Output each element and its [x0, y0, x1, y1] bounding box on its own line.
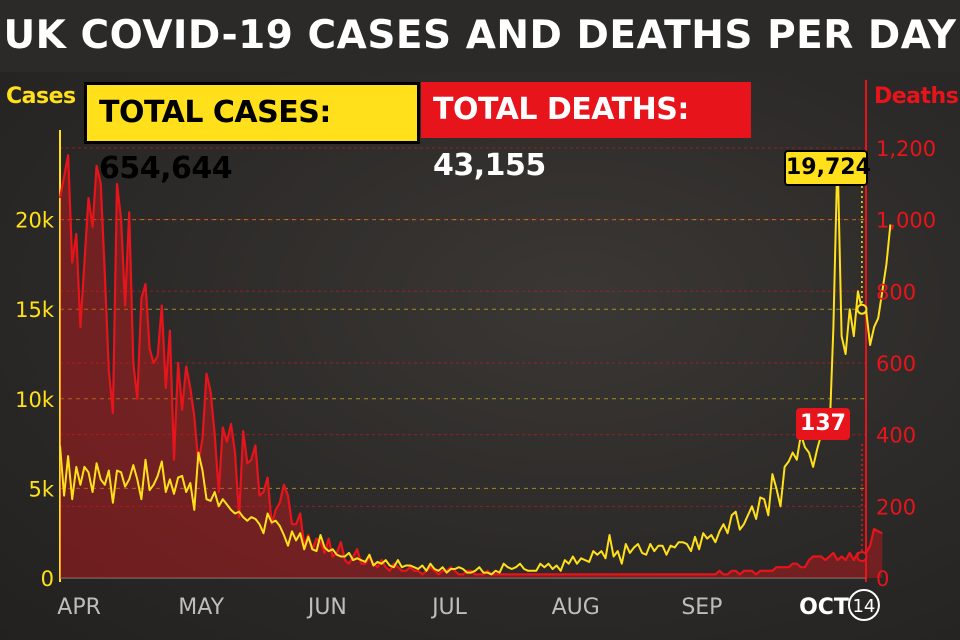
day-marker-ring [847, 589, 880, 621]
cases-latest-point [856, 303, 868, 315]
deaths-tick-label: 0 [876, 567, 889, 591]
deaths-tick-label: 400 [876, 424, 916, 448]
cases-line-layer [59, 152, 892, 576]
deaths-axis-ticks: 0 200 400 600 800 1,000 1,200 [876, 137, 936, 591]
deaths-axis-title: Deaths [874, 84, 959, 109]
total-deaths-badge: TOTAL DEATHS: 43,155 [421, 82, 751, 183]
month-axis-ticks: APR MAY JUN JUL AUG SEP OCT 14 [57, 589, 880, 621]
total-cases-badge: TOTAL CASES: 654,644 [84, 82, 420, 186]
month-tick-label: JUL [430, 595, 468, 620]
deaths-latest-point [856, 550, 868, 562]
cases-axis-title: Cases [6, 84, 76, 109]
cases-tick-label: 10k [15, 388, 55, 412]
chart-title: UK COVID-19 CASES AND DEATHS PER DAY [3, 13, 957, 58]
cases-tick-label: 20k [15, 209, 55, 233]
deaths-tick-label: 600 [876, 352, 916, 376]
header-bar [0, 0, 960, 72]
cases-series-line [59, 152, 892, 576]
deaths-tick-label: 200 [876, 495, 916, 519]
latest-cases-callout: 19,724 [784, 150, 871, 186]
deaths-tick-label: 800 [876, 280, 916, 304]
month-tick-label: SEP [681, 595, 722, 620]
month-tick-label: AUG [552, 595, 600, 620]
cases-tick-label: 0 [41, 567, 54, 591]
month-tick-label: JUN [306, 595, 347, 620]
deaths-area [60, 155, 883, 578]
grid-lines [59, 80, 867, 582]
month-tick-label: 14 [852, 596, 875, 617]
latest-deaths-callout: 137 [796, 408, 850, 440]
cases-tick-label: 5k [28, 477, 54, 501]
month-tick-label: APR [57, 595, 101, 620]
deaths-series-line [58, 154, 883, 576]
month-tick-label: OCT [799, 595, 849, 620]
annotation-layer [856, 186, 868, 562]
deaths-tick-label: 1,200 [876, 137, 936, 161]
deaths-area-layer [60, 155, 883, 578]
cases-axis-ticks: 0 5k 10k 15k 20k [15, 209, 55, 591]
deaths-tick-label: 1,000 [876, 209, 936, 233]
month-tick-label: MAY [178, 595, 224, 620]
cases-tick-label: 15k [15, 298, 55, 322]
deaths-line-layer [58, 154, 883, 576]
